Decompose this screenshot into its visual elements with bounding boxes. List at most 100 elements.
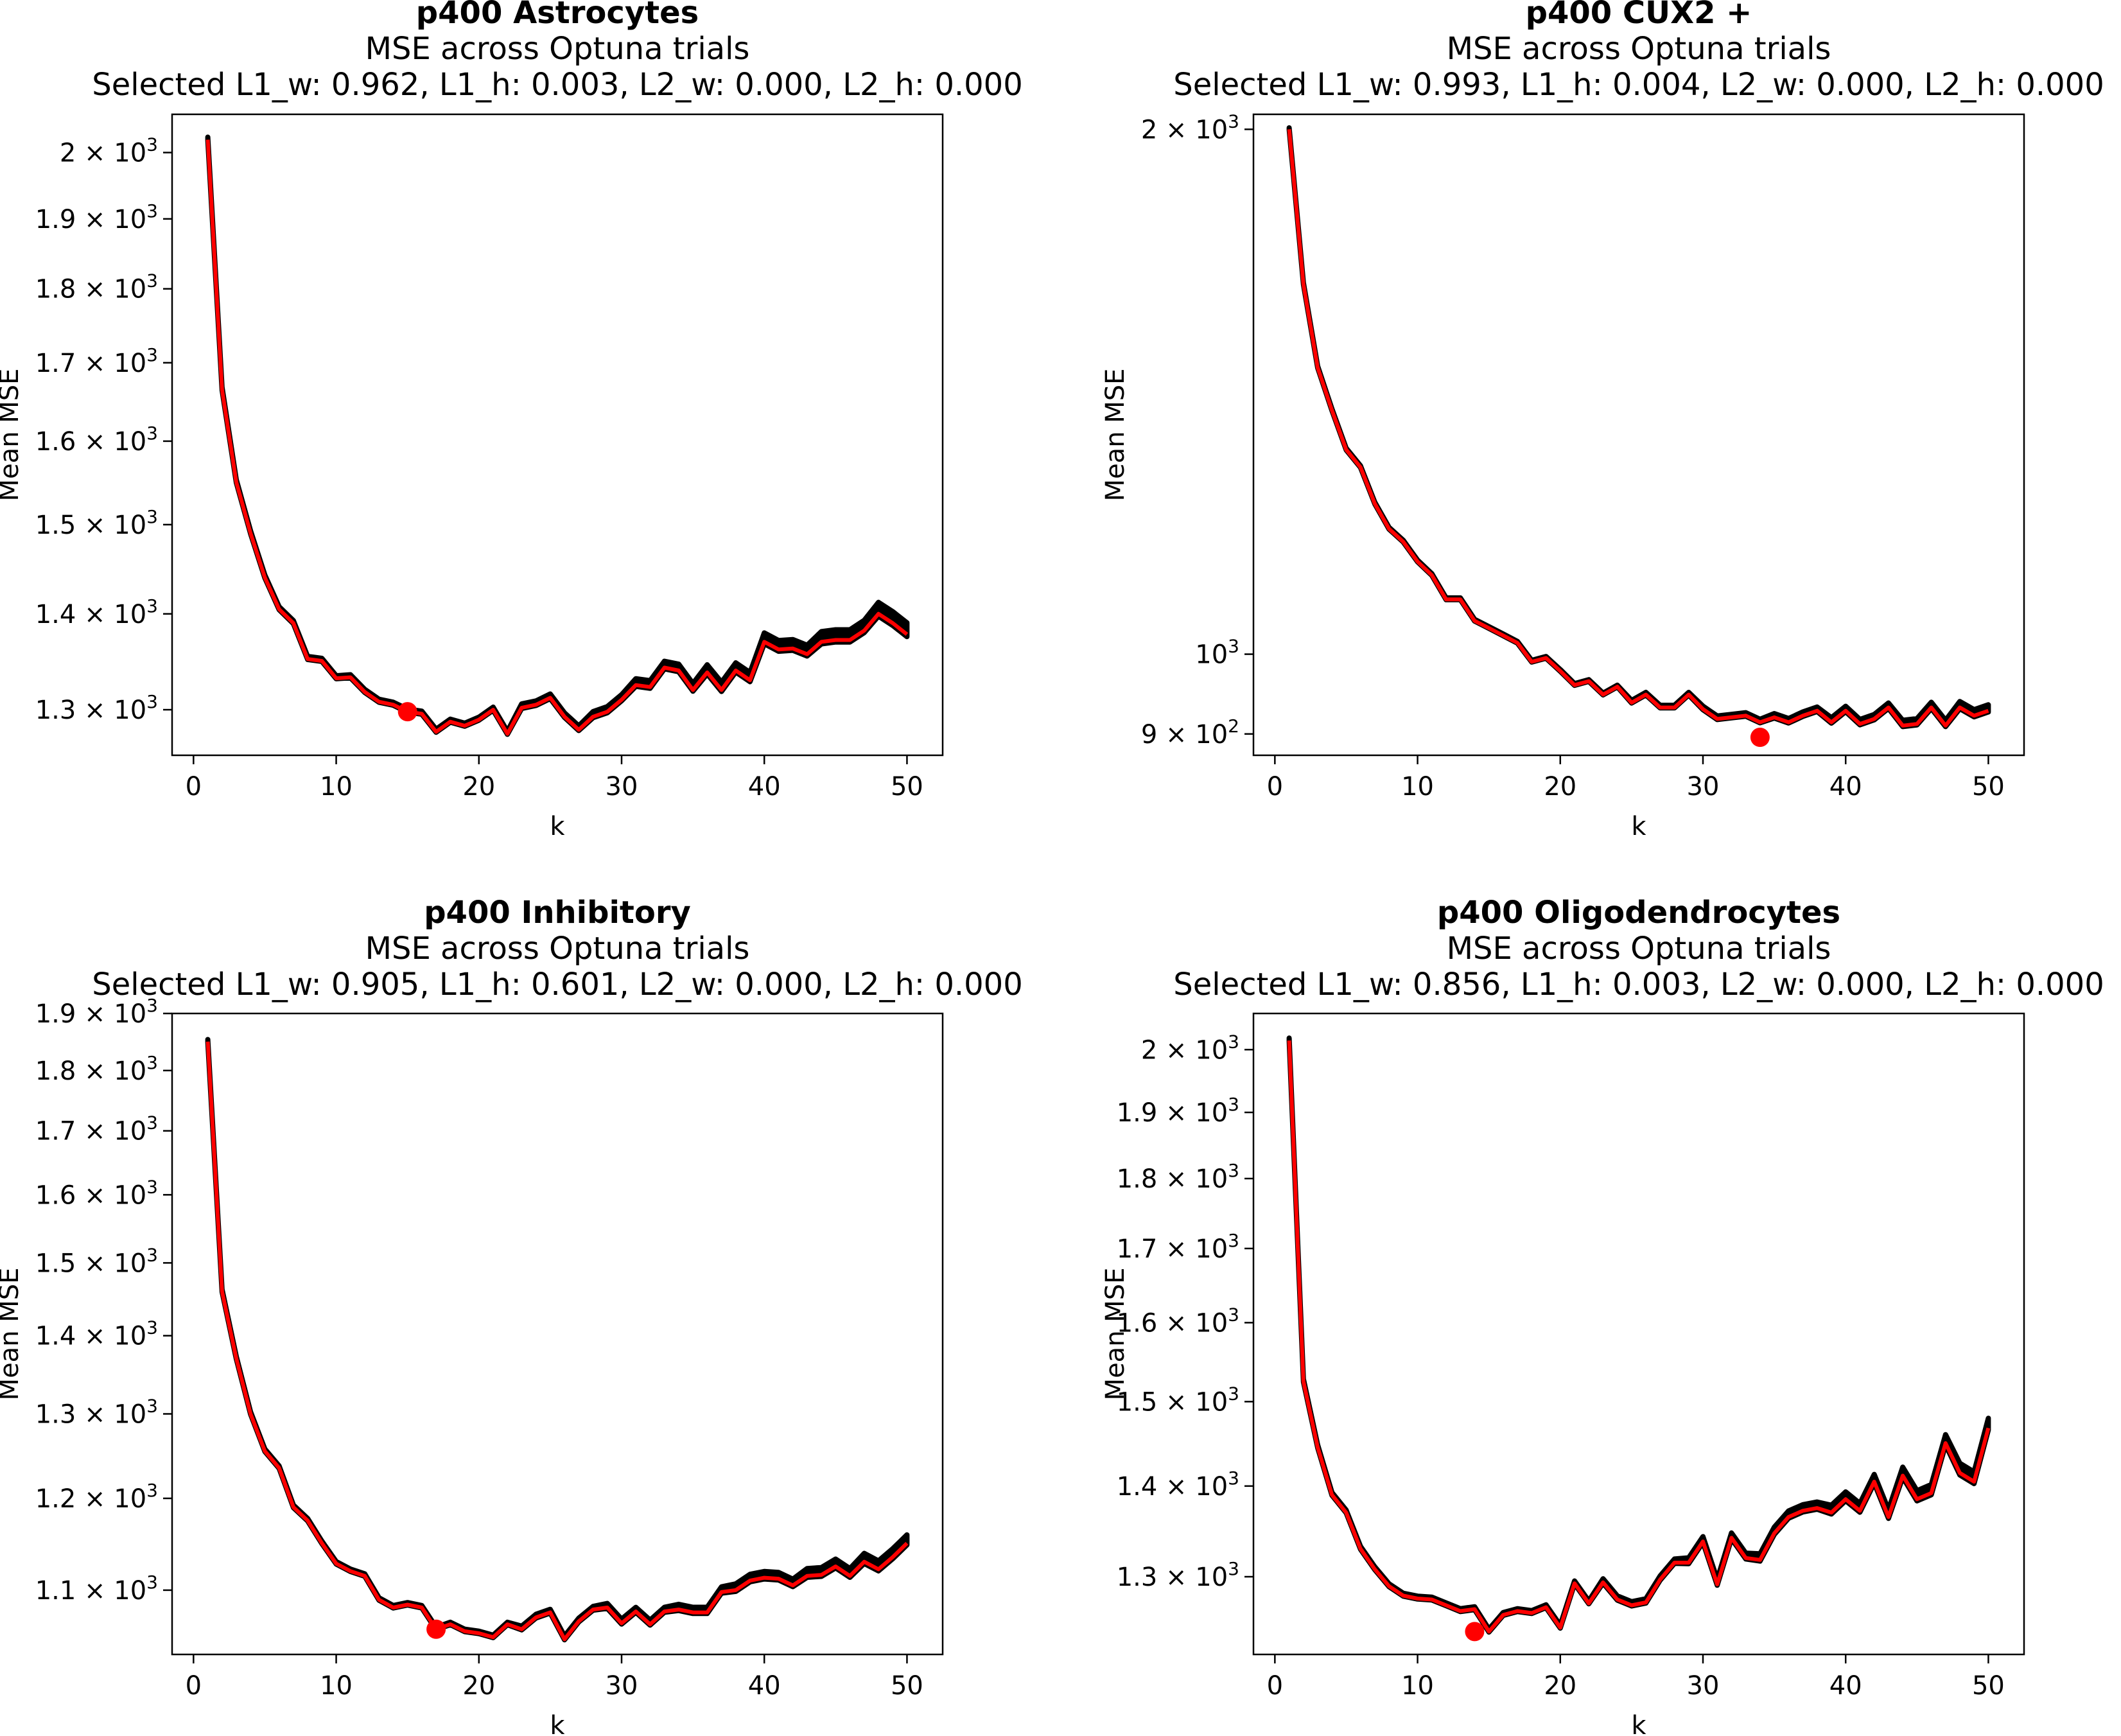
chart-4-xtick-label: 30: [1687, 1671, 1720, 1701]
chart-4-xtick-label: 0: [1267, 1671, 1283, 1701]
chart-4-ytick-times: ×: [1157, 1234, 1195, 1264]
chart-2-ytick-exponent: 3: [1228, 636, 1239, 657]
chart-1-xtick-label: 0: [186, 772, 202, 802]
chart-1-ytick-label: 1.6 × 103: [35, 423, 158, 457]
chart-3-title: p400 Inhibitory: [424, 895, 691, 931]
chart-2-plot-area: [1286, 125, 1991, 748]
chart-1-ytick-exponent: 3: [146, 134, 158, 155]
chart-3-ytick-base: 10: [114, 1249, 146, 1278]
chart-4-selected-params: Selected L1_w: 0.856, L1_h: 0.003, L2_w:…: [1173, 967, 2104, 1003]
chart-4-ytick-exponent: 3: [1228, 1558, 1239, 1579]
chart-3-ytick-base: 10: [114, 999, 146, 1029]
chart-1-ytick-label: 1.4 × 103: [35, 595, 158, 629]
chart-4-xtick-label: 40: [1829, 1671, 1862, 1701]
chart-1-ytick-exponent: 3: [146, 595, 158, 617]
chart-1-ytick-base: 10: [114, 349, 146, 378]
chart-1-ytick-mantissa: 1.9: [35, 205, 76, 234]
chart-4-axes-frame: [1252, 1012, 2025, 1656]
chart-1-trial-band: [205, 134, 910, 737]
chart-2-ylabel: Mean MSE: [1101, 369, 1130, 502]
chart-1-title: p400 Astrocytes: [416, 0, 699, 31]
chart-1-ytick-label: 1.8 × 103: [35, 270, 158, 304]
chart-4-ytick-base: 10: [1195, 1472, 1228, 1502]
chart-4-xtick-label: 50: [1972, 1671, 2005, 1701]
chart-1-ytick-times: ×: [76, 275, 114, 304]
chart-4-ytick-label: 1.6 × 103: [1117, 1304, 1239, 1338]
chart-4-title: p400 Oligodendrocytes: [1437, 895, 1840, 931]
chart-1-ytick-label: 1.9 × 103: [35, 200, 158, 234]
chart-3-ytick-mantissa: 1.4: [35, 1322, 76, 1351]
chart-4-ytick-label: 1.4 × 103: [1117, 1468, 1239, 1502]
chart-1-ytick-mantissa: 1.7: [35, 349, 76, 378]
chart-3-ytick-mantissa: 1.1: [35, 1576, 76, 1606]
chart-1-axes-frame: [171, 113, 944, 757]
chart-1-ytick-times: ×: [76, 696, 114, 725]
chart-3-ytick-exponent: 3: [146, 1244, 158, 1265]
chart-3-ytick-label: 1.7 × 103: [35, 1112, 158, 1146]
chart-1-ytick-times: ×: [76, 600, 114, 629]
chart-3-ytick-times: ×: [76, 1322, 114, 1351]
chart-1-xlabel: k: [550, 812, 565, 841]
chart-1-ytick-times: ×: [76, 511, 114, 540]
chart-1-ytick-base: 10: [114, 275, 146, 304]
chart-1-ytick-base: 10: [114, 139, 146, 168]
chart-1-plot-area: [205, 134, 910, 737]
chart-4-ytick-label: 1.5 × 103: [1117, 1383, 1239, 1417]
chart-4-best-line: [1287, 1040, 1991, 1634]
chart-3-plot-area: [205, 1037, 910, 1643]
chart-3-xtick-label: 50: [891, 1671, 923, 1701]
chart-3-xtick-label: 20: [462, 1671, 495, 1701]
chart-3-ytick-times: ×: [76, 1484, 114, 1514]
chart-3-xtick-label: 0: [186, 1671, 202, 1701]
chart-1-ytick-label: 1.7 × 103: [35, 344, 158, 378]
chart-3-ytick-base: 10: [114, 1322, 146, 1351]
chart-4-ytick-exponent: 3: [1228, 1230, 1239, 1251]
chart-3-ytick-exponent: 3: [146, 1112, 158, 1134]
chart-2-ytick-label: 9 × 102: [1141, 715, 1239, 750]
chart-1-ytick-mantissa: 1.5: [35, 511, 76, 540]
chart-4-ytick-mantissa: 2: [1141, 1035, 1157, 1065]
chart-2-ytick-label: 103: [1195, 636, 1239, 670]
chart-3-ytick-base: 10: [114, 1576, 146, 1606]
chart-3-ytick-mantissa: 1.7: [35, 1117, 76, 1146]
chart-4-ytick-base: 10: [1195, 1035, 1228, 1065]
chart-2-xtick-label: 20: [1544, 772, 1576, 802]
chart-1-ytick-label: 1.5 × 103: [35, 506, 158, 540]
chart-1-ytick-exponent: 3: [146, 200, 158, 222]
chart-4-ytick-times: ×: [1157, 1098, 1195, 1128]
chart-4-ytick-times: ×: [1157, 1035, 1195, 1065]
chart-4-ytick-times: ×: [1157, 1387, 1195, 1417]
chart-4-xlabel: k: [1631, 1711, 1646, 1736]
chart-4-ytick-base: 10: [1195, 1563, 1228, 1592]
chart-2-xtick-label: 0: [1267, 772, 1283, 802]
chart-4-ytick-exponent: 3: [1228, 1094, 1239, 1115]
chart-3-ytick-mantissa: 1.5: [35, 1249, 76, 1278]
chart-3-ytick-mantissa: 1.9: [35, 999, 76, 1029]
chart-2-ytick-exponent: 3: [1228, 110, 1239, 132]
chart-3-ytick-exponent: 3: [146, 1395, 158, 1416]
chart-1-selected-point: [397, 702, 417, 722]
chart-3-xlabel: k: [550, 1711, 565, 1736]
chart-4-ytick-label: 2 × 103: [1141, 1031, 1239, 1065]
chart-3-ytick-exponent: 3: [146, 1572, 158, 1593]
chart-1-subtitle: MSE across Optuna trials: [365, 31, 750, 67]
chart-4-ytick-mantissa: 1.3: [1117, 1563, 1158, 1592]
chart-2-ytick-exponent: 2: [1228, 715, 1239, 737]
chart-2-xlabel: k: [1631, 812, 1646, 841]
chart-3-xtick-label: 40: [748, 1671, 781, 1701]
chart-4-ytick-times: ×: [1157, 1563, 1195, 1592]
chart-3-ytick-label: 1.3 × 103: [35, 1395, 158, 1429]
chart-3-trial-band: [205, 1037, 910, 1643]
chart-3-subtitle: MSE across Optuna trials: [365, 931, 750, 967]
chart-4-ytick-times: ×: [1157, 1472, 1195, 1502]
chart-4-ytick-mantissa: 1.5: [1117, 1387, 1158, 1417]
chart-4-ytick-mantissa: 1.4: [1117, 1472, 1158, 1502]
chart-1-ytick-mantissa: 1.3: [35, 696, 76, 725]
chart-2-subtitle: MSE across Optuna trials: [1447, 31, 1831, 67]
chart-3-ytick-exponent: 3: [146, 995, 158, 1016]
chart-2: p400 CUX2 +MSE across Optuna trialsSelec…: [1101, 0, 2104, 841]
chart-3-ytick-exponent: 3: [146, 1052, 158, 1073]
chart-3-ytick-times: ×: [76, 999, 114, 1029]
chart-2-ytick-label: 2 × 103: [1141, 110, 1239, 145]
chart-4-ytick-base: 10: [1195, 1387, 1228, 1417]
